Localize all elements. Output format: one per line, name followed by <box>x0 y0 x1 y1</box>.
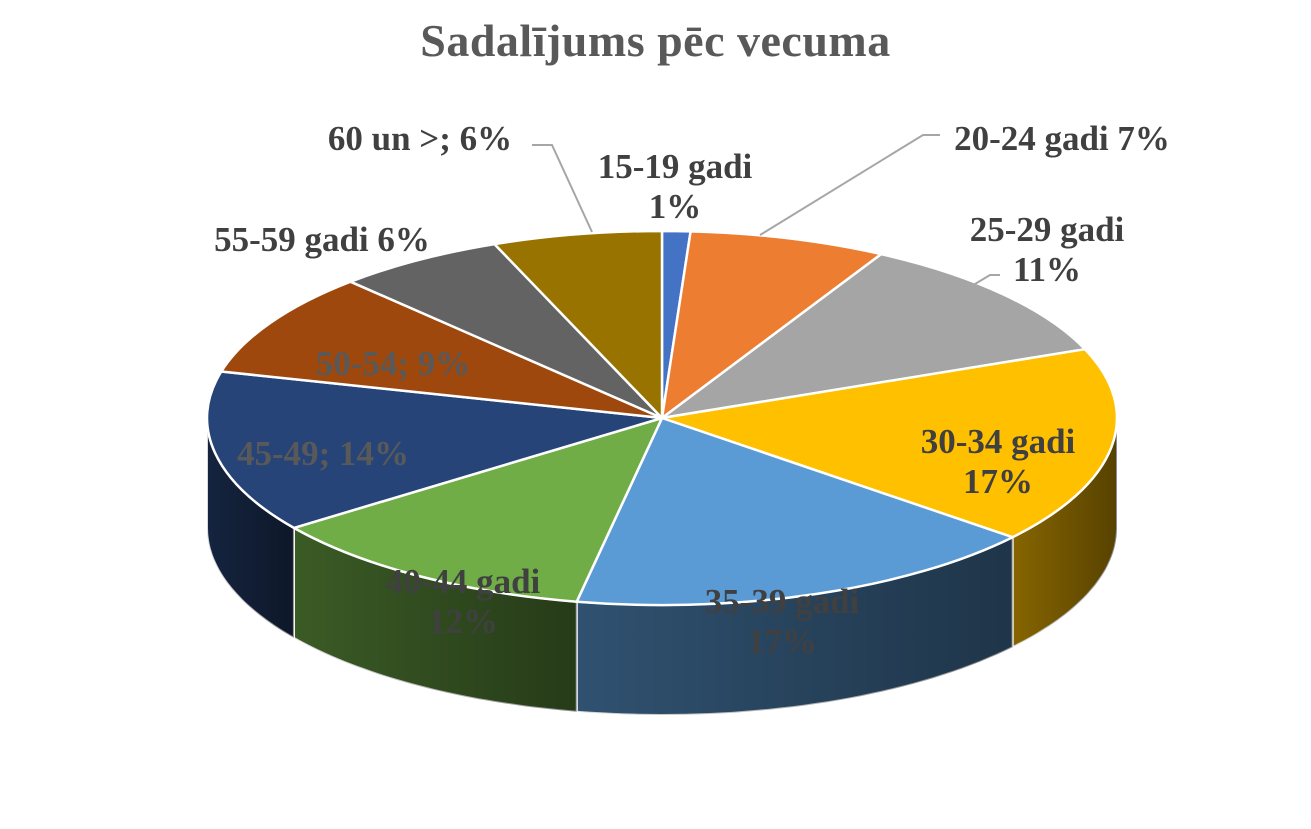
data-label-50-54-line-1: 50-54; 9% <box>316 344 471 383</box>
chart-title: Sadalījums pēc vecuma <box>420 15 891 66</box>
pie-side-shade-35-39-gadi <box>576 537 1013 715</box>
pie-slice-60-un <box>493 229 664 420</box>
data-label-35-39-gadi-line-2: 17% <box>747 622 817 661</box>
pie-side-shade-45-49 <box>207 418 294 638</box>
data-label-40-44-gadi-line-1: 40-44 gadi <box>386 562 541 601</box>
pie-side-shade-30-34-gadi <box>1012 418 1117 648</box>
pie-slices <box>205 229 1119 607</box>
pie-slice-40-44-gadi <box>292 416 664 603</box>
data-label-30-34-gadi-line-1: 30-34 gadi <box>921 422 1076 461</box>
data-label-15-19-gadi-line-1: 15-19 gadi <box>598 147 753 186</box>
data-label-45-49-line-1: 45-49; 14% <box>237 434 409 473</box>
leader-lines <box>532 134 1000 291</box>
pie-slice-45-49 <box>205 370 664 530</box>
data-label-40-44-gadi-line-2: 12% <box>428 602 498 641</box>
data-label-20-24-gadi-line-1: 20-24 gadi 7% <box>954 119 1170 158</box>
pie-slice-30-34-gadi <box>660 347 1119 539</box>
leader-line-20-24-gadi <box>759 134 940 236</box>
pie-slice-25-29-gadi <box>660 252 1087 420</box>
data-label-60-un-line-1: 60 un >; 6% <box>328 119 512 158</box>
data-label-55-59-gadi-line-1: 55-59 gadi 6% <box>214 220 430 259</box>
data-label-25-29-gadi-line-1: 25-29 gadi <box>970 210 1125 249</box>
data-label-15-19-gadi-line-2: 1% <box>649 187 702 226</box>
pie-slice-50-54 <box>220 280 664 420</box>
leader-line-25-29-gadi <box>964 274 1000 291</box>
pie-sides <box>206 417 1118 717</box>
leader-line-60-un <box>532 144 593 233</box>
data-label-35-39-gadi-line-1: 35-39 gadi <box>705 582 860 621</box>
pie-slice-20-24-gadi <box>660 230 883 420</box>
pie-side-shade-40-44-gadi <box>293 527 577 712</box>
pie-slice-35-39-gadi <box>575 416 1014 607</box>
pie-slice-55-59-gadi <box>349 242 664 420</box>
data-label-25-29-gadi-line-2: 11% <box>1013 250 1081 289</box>
data-label-30-34-gadi-line-2: 17% <box>963 462 1033 501</box>
